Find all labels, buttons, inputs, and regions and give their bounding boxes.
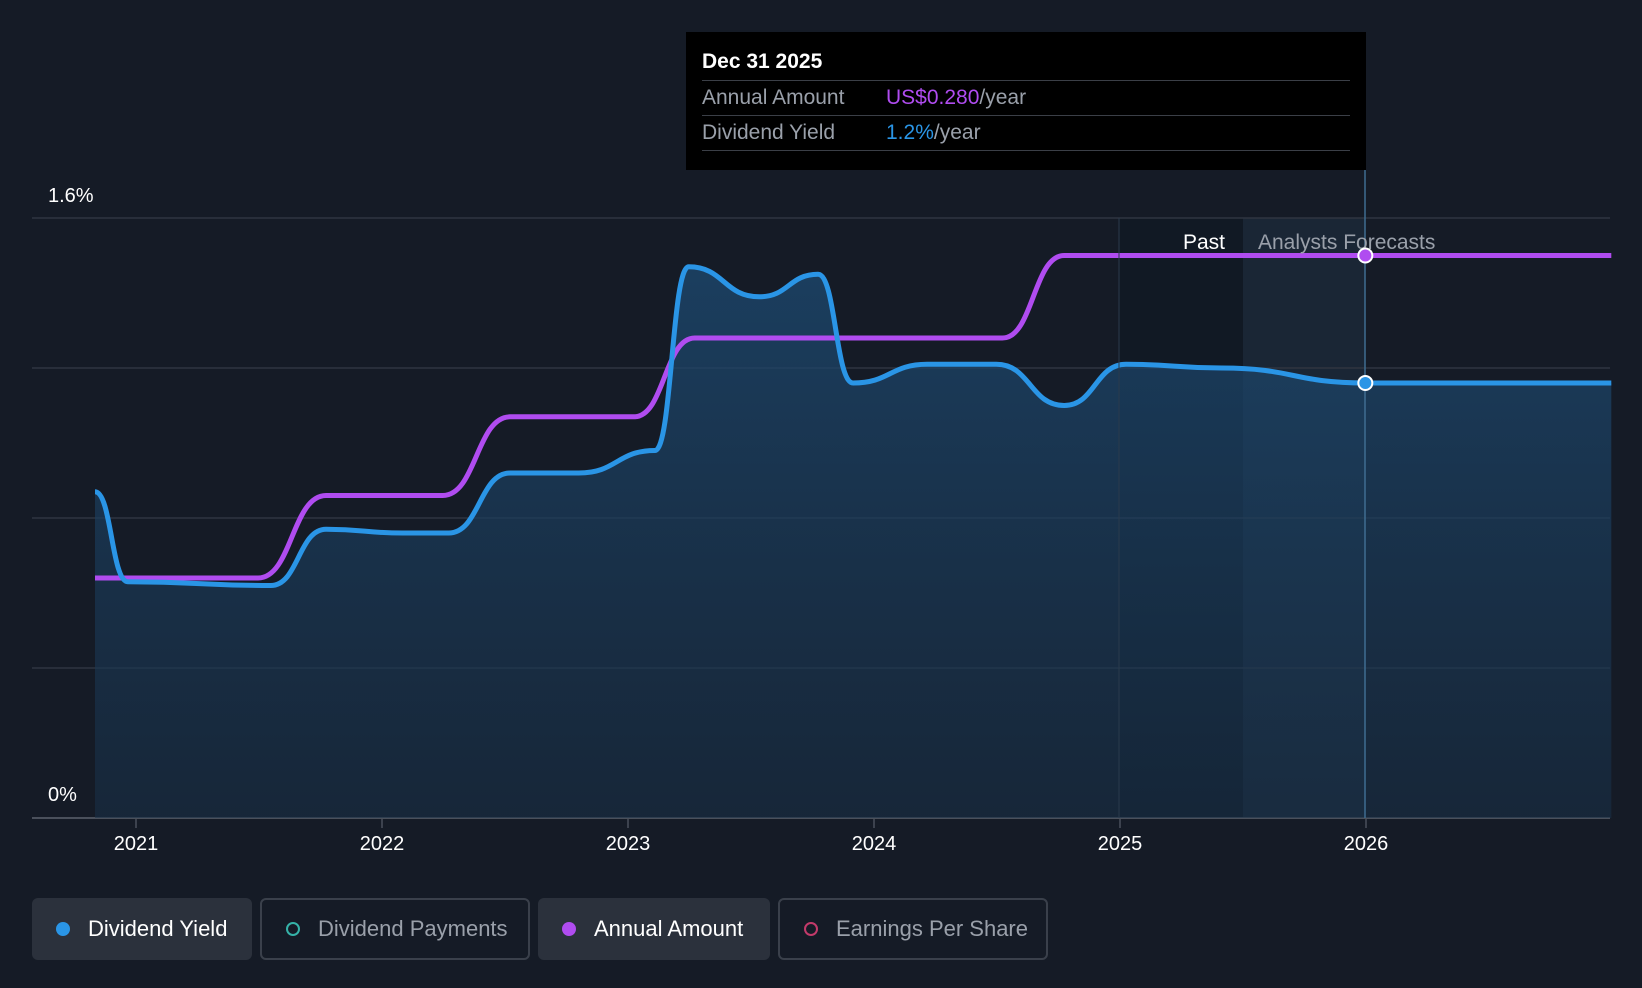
annual-amount-marker xyxy=(1357,247,1374,264)
dividend-yield-area xyxy=(95,266,1612,818)
y-label-bottom: 0% xyxy=(48,784,77,806)
tooltip-dividend-yield-unit: /year xyxy=(933,121,981,144)
annual-amount-dot-icon xyxy=(562,922,576,936)
x-tick-label: 2024 xyxy=(852,833,897,855)
tooltip-annual-amount-unit: /year xyxy=(979,86,1027,109)
x-tick-label: 2025 xyxy=(1098,833,1143,855)
tooltip-dividend-yield-value: 1.2% xyxy=(886,121,934,144)
tooltip-dividend-yield-row: Dividend Yield 1.2%/year xyxy=(702,116,1350,151)
dividend-payments-dot-icon xyxy=(286,922,300,936)
tooltip: Dec 31 2025 Annual Amount US$0.280/year … xyxy=(686,32,1366,170)
legend-dividend-payments-label: Dividend Payments xyxy=(318,916,508,941)
x-tick-label: 2021 xyxy=(114,833,159,855)
annual-amount-line xyxy=(95,252,1612,581)
legend-earnings-per-share-label: Earnings Per Share xyxy=(836,916,1028,941)
dividend-yield-marker xyxy=(1357,375,1374,391)
x-tick-label: 2022 xyxy=(360,833,405,855)
earnings-per-share-dot-icon xyxy=(804,922,818,936)
x-tick-label: 2023 xyxy=(606,833,651,855)
legend-earnings-per-share[interactable]: Earnings Per Share xyxy=(778,898,1048,960)
dividend-yield-line xyxy=(93,264,1612,588)
forecast-label: Analysts Forecasts xyxy=(1258,231,1435,254)
dividend-yield-dot-icon xyxy=(56,922,70,936)
y-label-top: 1.6% xyxy=(48,185,94,207)
tooltip-annual-amount-value: US$0.280 xyxy=(886,86,980,109)
tooltip-date: Dec 31 2025 xyxy=(702,46,1350,81)
x-tick-label: 2026 xyxy=(1344,833,1389,855)
past-label: Past xyxy=(1183,231,1225,254)
legend-annual-amount[interactable]: Annual Amount xyxy=(538,898,770,960)
legend-dividend-payments[interactable]: Dividend Payments xyxy=(260,898,530,960)
tooltip-dividend-yield-label: Dividend Yield xyxy=(702,121,836,144)
tooltip-annual-amount-row: Annual Amount US$0.280/year xyxy=(702,81,1350,116)
legend-annual-amount-label: Annual Amount xyxy=(594,916,744,941)
legend-dividend-yield[interactable]: Dividend Yield xyxy=(32,898,252,960)
tooltip-annual-amount-label: Annual Amount xyxy=(702,86,845,109)
legend-dividend-yield-label: Dividend Yield xyxy=(88,916,228,941)
